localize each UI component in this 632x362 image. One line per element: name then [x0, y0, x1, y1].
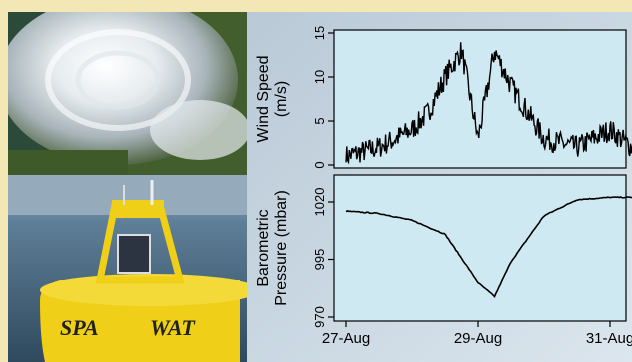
pressure-plot-area: [333, 174, 627, 322]
pressure-ylabel-line2: Pressure (mbar): [273, 190, 290, 306]
pressure-ylabel-line1: Barometric: [255, 209, 272, 286]
buoy-text-left: SPA: [60, 315, 99, 340]
satellite-hurricane-image: [8, 12, 247, 175]
wind-ytick-label-1: 5: [312, 117, 327, 124]
pressure-series-line: [345, 195, 632, 298]
wind-ytick-label-3: 15: [312, 26, 327, 40]
x-tick-label-1: 29-Aug: [454, 330, 502, 347]
wind-plot-area: [333, 29, 627, 169]
pressure-ytick-label-1: 995: [312, 249, 327, 271]
x-tick-label-0: 27-Aug: [322, 330, 370, 347]
pressure-ytick-label-0: 970: [312, 306, 327, 328]
wind-ylabel-line1: Wind Speed: [255, 55, 272, 142]
buoy-text-right: WAT: [150, 315, 196, 340]
x-tick-label-2: 31-Aug: [586, 330, 632, 347]
wind-series-line: [345, 42, 632, 165]
wind-ytick-label-0: 0: [312, 161, 327, 168]
wind-ytick-label-2: 10: [312, 70, 327, 84]
wind-ylabel-line2: (m/s): [273, 81, 290, 117]
pressure-ytick-label-2: 1020: [312, 188, 327, 217]
yellow-weather-buoy-photo: SPA WAT: [8, 175, 247, 362]
